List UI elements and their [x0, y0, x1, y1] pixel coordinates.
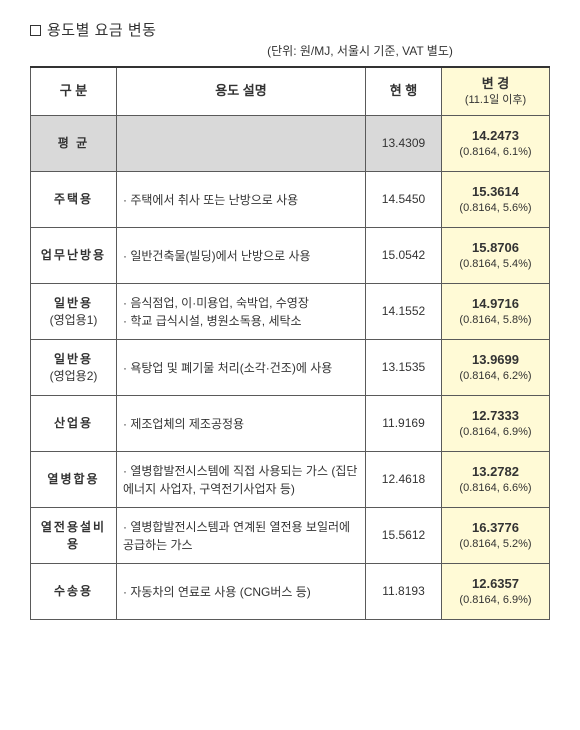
header-row: 구 분 용도 설명 현 행 변 경 (11.1일 이후): [31, 67, 550, 116]
cell-current: 15.0542: [366, 228, 442, 284]
cell-changed: 15.8706(0.8164, 5.4%): [442, 228, 550, 284]
changed-value: 15.3614: [446, 183, 545, 201]
cell-category: 일반용(영업용2): [31, 340, 117, 396]
cell-desc: · 열병합발전시스템과 연계된 열전용 보일러에 공급하는 가스: [117, 508, 366, 564]
cell-desc: · 일반건축물(빌딩)에서 난방으로 사용: [117, 228, 366, 284]
cell-current: 12.4618: [366, 452, 442, 508]
changed-value: 13.9699: [446, 351, 545, 369]
table-row: 산업용· 제조업체의 제조공정용11.916912.7333(0.8164, 6…: [31, 396, 550, 452]
changed-delta: (0.8164, 5.4%): [446, 257, 545, 272]
table-row: 수송용· 자동차의 연료로 사용 (CNG버스 등)11.819312.6357…: [31, 564, 550, 620]
col-changed-sub: (11.1일 이후): [445, 93, 546, 108]
cell-category: 일반용(영업용1): [31, 284, 117, 340]
table-row: 평 균 13.430914.2473(0.8164, 6.1%): [31, 116, 550, 172]
page-title: 용도별 요금 변동: [47, 20, 156, 41]
changed-delta: (0.8164, 6.6%): [446, 481, 545, 496]
cell-current: 11.9169: [366, 396, 442, 452]
cell-changed: 12.6357(0.8164, 6.9%): [442, 564, 550, 620]
changed-delta: (0.8164, 5.6%): [446, 201, 545, 216]
cell-category: 수송용: [31, 564, 117, 620]
changed-delta: (0.8164, 5.8%): [446, 313, 545, 328]
title-row: 용도별 요금 변동: [30, 20, 550, 41]
cell-category: 평 균: [31, 116, 117, 172]
cell-category: 열병합용: [31, 452, 117, 508]
col-category: 구 분: [31, 67, 117, 116]
changed-value: 13.2782: [446, 463, 545, 481]
table-row: 업무난방용· 일반건축물(빌딩)에서 난방으로 사용15.054215.8706…: [31, 228, 550, 284]
changed-value: 15.8706: [446, 239, 545, 257]
changed-delta: (0.8164, 6.1%): [446, 145, 545, 160]
cell-desc: · 열병합발전시스템에 직접 사용되는 가스 (집단에너지 사업자, 구역전기사…: [117, 452, 366, 508]
cell-changed: 13.2782(0.8164, 6.6%): [442, 452, 550, 508]
cell-changed: 13.9699(0.8164, 6.2%): [442, 340, 550, 396]
cell-desc: · 음식점업, 이·미용업, 숙박업, 수영장· 학교 급식시설, 병원소독용,…: [117, 284, 366, 340]
col-changed: 변 경 (11.1일 이후): [442, 67, 550, 116]
cell-changed: 14.2473(0.8164, 6.1%): [442, 116, 550, 172]
cell-changed: 16.3776(0.8164, 5.2%): [442, 508, 550, 564]
cell-category: 열전용설비용: [31, 508, 117, 564]
changed-delta: (0.8164, 6.2%): [446, 369, 545, 384]
cell-current: 14.1552: [366, 284, 442, 340]
cell-category: 주택용: [31, 172, 117, 228]
changed-delta: (0.8164, 6.9%): [446, 593, 545, 608]
category-sub: (영업용1): [35, 312, 112, 329]
cell-changed: 15.3614(0.8164, 5.6%): [442, 172, 550, 228]
changed-value: 12.6357: [446, 575, 545, 593]
table-row: 일반용(영업용1)· 음식점업, 이·미용업, 숙박업, 수영장· 학교 급식시…: [31, 284, 550, 340]
cell-desc: · 욕탕업 및 폐기물 처리(소각·건조)에 사용: [117, 340, 366, 396]
rate-table: 구 분 용도 설명 현 행 변 경 (11.1일 이후) 평 균13.43091…: [30, 66, 550, 621]
square-bullet-icon: [30, 25, 41, 36]
cell-category: 업무난방용: [31, 228, 117, 284]
table-row: 열병합용· 열병합발전시스템에 직접 사용되는 가스 (집단에너지 사업자, 구…: [31, 452, 550, 508]
cell-desc: · 주택에서 취사 또는 난방으로 사용: [117, 172, 366, 228]
category-sub: (영업용2): [35, 368, 112, 385]
changed-delta: (0.8164, 6.9%): [446, 425, 545, 440]
cell-category: 산업용: [31, 396, 117, 452]
changed-value: 14.9716: [446, 295, 545, 313]
changed-value: 14.2473: [446, 127, 545, 145]
cell-current: 13.1535: [366, 340, 442, 396]
table-row: 열전용설비용· 열병합발전시스템과 연계된 열전용 보일러에 공급하는 가스15…: [31, 508, 550, 564]
unit-note: (단위: 원/MJ, 서울시 기준, VAT 별도): [30, 43, 550, 60]
cell-desc: [117, 116, 366, 172]
cell-current: 13.4309: [366, 116, 442, 172]
cell-current: 15.5612: [366, 508, 442, 564]
table-row: 일반용(영업용2)· 욕탕업 및 폐기물 처리(소각·건조)에 사용13.153…: [31, 340, 550, 396]
changed-value: 16.3776: [446, 519, 545, 537]
col-current: 현 행: [366, 67, 442, 116]
changed-value: 12.7333: [446, 407, 545, 425]
cell-desc: · 자동차의 연료로 사용 (CNG버스 등): [117, 564, 366, 620]
cell-desc: · 제조업체의 제조공정용: [117, 396, 366, 452]
table-row: 주택용· 주택에서 취사 또는 난방으로 사용14.545015.3614(0.…: [31, 172, 550, 228]
cell-current: 11.8193: [366, 564, 442, 620]
col-desc: 용도 설명: [117, 67, 366, 116]
changed-delta: (0.8164, 5.2%): [446, 537, 545, 552]
cell-changed: 12.7333(0.8164, 6.9%): [442, 396, 550, 452]
col-changed-label: 변 경: [482, 76, 510, 91]
cell-changed: 14.9716(0.8164, 5.8%): [442, 284, 550, 340]
cell-current: 14.5450: [366, 172, 442, 228]
